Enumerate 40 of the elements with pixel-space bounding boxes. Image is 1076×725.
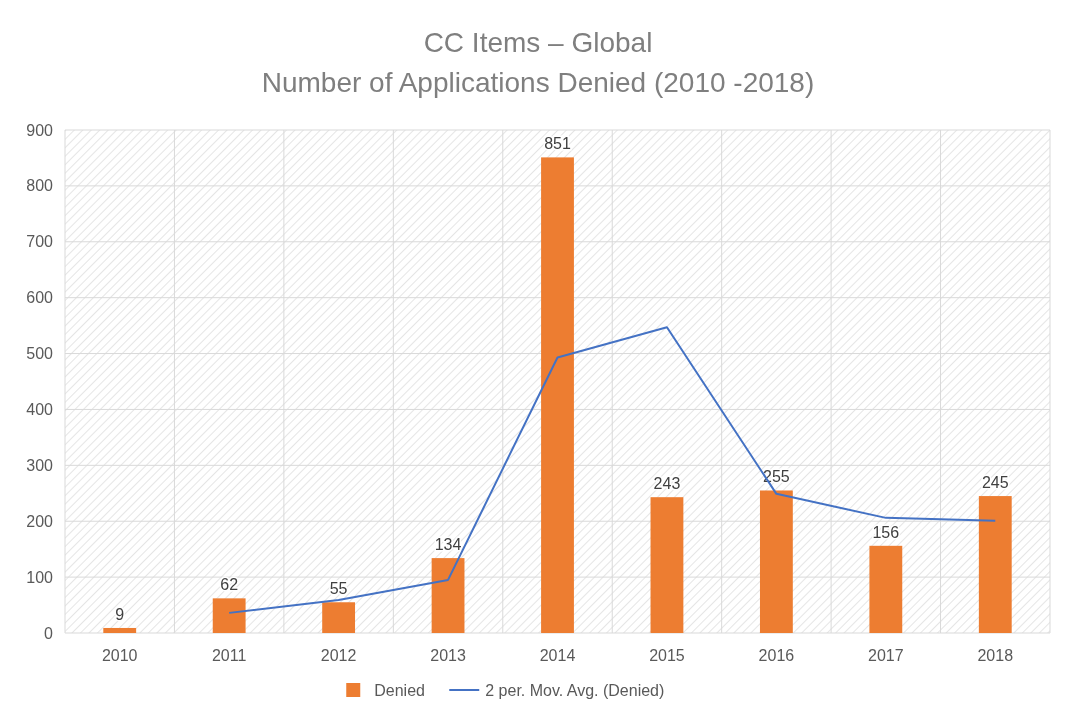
y-tick-label: 600 [26,289,54,307]
data-label: 9 [115,605,125,623]
bar [431,558,465,633]
x-tick-label: 2018 [977,647,1014,664]
bar [759,490,793,633]
x-tick-label: 2010 [101,647,138,664]
bar [322,602,356,633]
chart-title: CC Items – Global [423,27,653,58]
y-tick-label: 800 [26,177,54,195]
data-label: 55 [329,580,348,598]
data-label: 156 [872,523,900,541]
bar [541,157,574,633]
y-tick-label: 300 [26,456,54,474]
x-tick-label: 2014 [539,647,576,664]
chart-subtitle: Number of Applications Denied (2010 -2018) [261,67,815,98]
y-tick-label: 200 [26,512,54,530]
y-tick-label: 400 [26,401,54,419]
data-label: 245 [981,474,1009,492]
bar [978,496,1012,633]
x-tick-label: 2016 [758,647,795,664]
bar [869,545,903,633]
data-label: 243 [653,475,681,493]
x-tick-label: 2017 [868,647,904,664]
data-label: 134 [434,536,462,554]
bar [212,598,246,633]
legend-label: Denied [374,681,425,699]
x-tick-label: 2013 [430,647,466,664]
legend-label: 2 per. Mov. Avg. (Denied) [485,681,665,699]
x-tick-label: 2011 [211,647,247,664]
y-tick-label: 500 [26,345,54,363]
x-tick-label: 2015 [649,647,685,664]
y-tick-label: 100 [26,568,54,586]
bar [103,627,137,633]
bar [650,497,684,633]
data-label: 851 [544,135,571,153]
y-tick-label: 700 [26,233,54,251]
data-label: 62 [220,576,239,594]
x-tick-label: 2012 [320,647,357,664]
y-tick-label: 0 [44,624,54,642]
y-tick-label: 900 [26,121,54,139]
